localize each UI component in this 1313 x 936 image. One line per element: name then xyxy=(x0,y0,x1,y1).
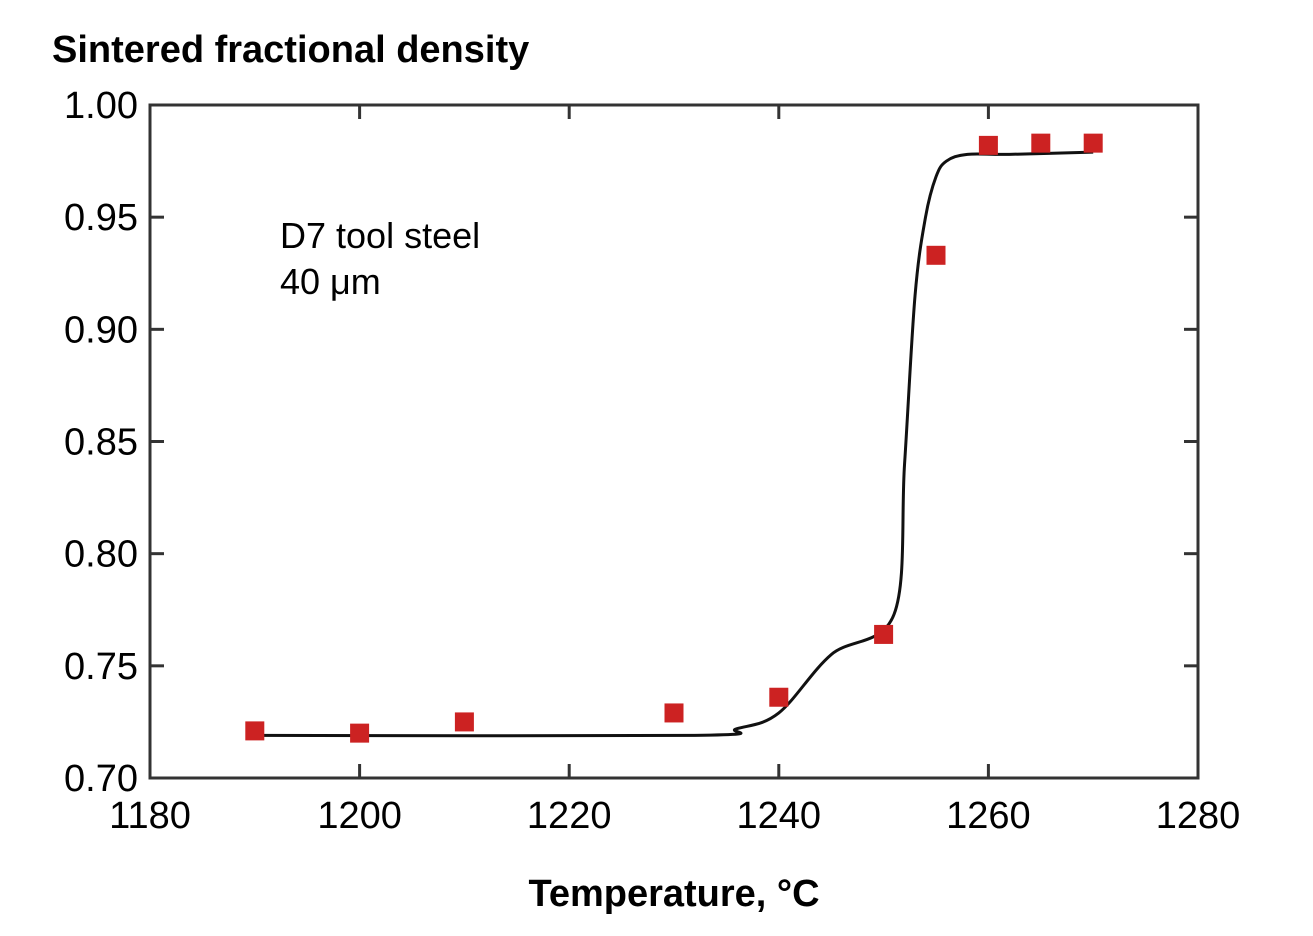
y-tick-label: 0.90 xyxy=(64,309,138,351)
x-tick-label: 1260 xyxy=(946,795,1031,837)
plot-frame xyxy=(148,103,1200,780)
y-tick-label: 1.00 xyxy=(64,85,138,127)
y-tick-label: 0.70 xyxy=(64,758,138,800)
y-tick-label: 0.85 xyxy=(64,422,138,464)
data-point xyxy=(454,712,474,732)
annotation-size: 40 μm xyxy=(280,261,381,302)
data-point xyxy=(350,723,370,743)
data-points xyxy=(245,133,1103,743)
data-point xyxy=(664,703,684,723)
x-tick-label: 1180 xyxy=(109,795,191,837)
data-point xyxy=(1083,133,1103,153)
data-point xyxy=(926,245,946,265)
fit-curve xyxy=(254,150,1094,738)
x-tick-label: 1200 xyxy=(317,795,402,837)
y-tick-label: 0.80 xyxy=(64,534,138,576)
data-point xyxy=(245,721,265,741)
x-axis-title: Temperature, °C xyxy=(528,873,819,915)
data-point xyxy=(874,624,894,644)
x-tick-label: 1220 xyxy=(527,795,612,837)
y-tick-label: 0.75 xyxy=(64,646,138,688)
data-point xyxy=(769,687,789,707)
tick-labels: 1180 1200 1220 1240 1260 1280 0.70 0.75 0.80 0.85… xyxy=(64,85,1240,837)
data-point xyxy=(1031,133,1051,153)
x-tick-label: 1280 xyxy=(1156,795,1241,837)
data-point xyxy=(978,135,998,155)
y-tick-label: 0.95 xyxy=(64,197,138,239)
x-tick-label: 1240 xyxy=(737,795,822,837)
axis-ticks xyxy=(148,103,1200,780)
y-axis-title: Sintered fractional density xyxy=(52,29,529,71)
annotation-material: D7 tool steel xyxy=(280,215,480,256)
